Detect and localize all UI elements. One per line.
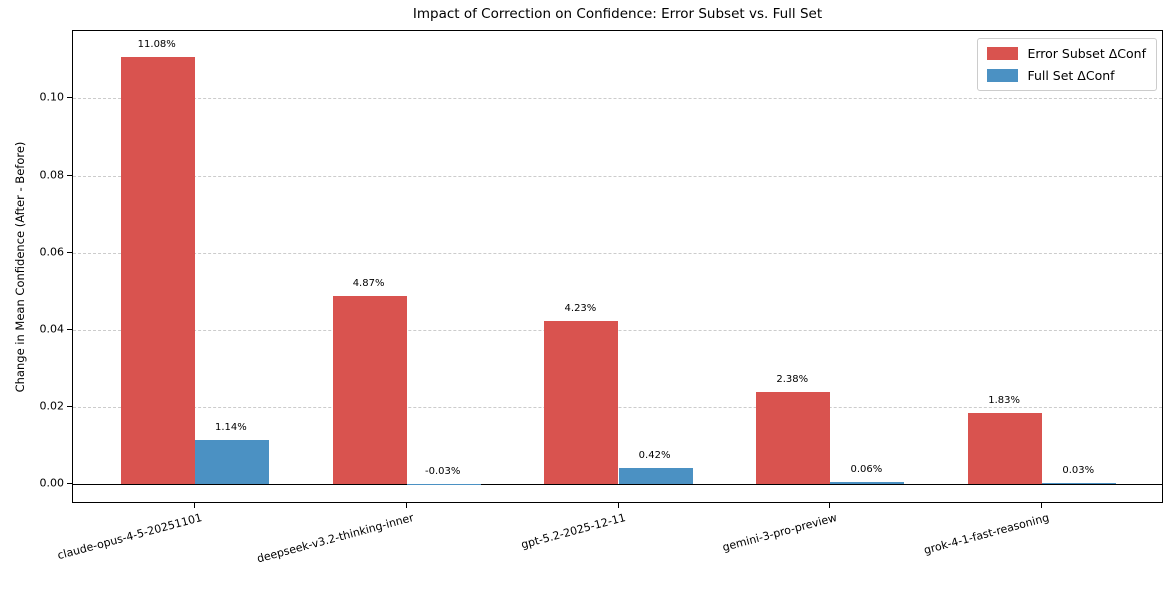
y-tick-mark	[67, 97, 72, 99]
legend: Error Subset ΔConf Full Set ΔConf	[977, 38, 1157, 91]
legend-swatch	[987, 47, 1019, 60]
y-tick-mark	[67, 328, 72, 330]
bar-value-label: 1.83%	[988, 395, 1020, 407]
y-tick-mark	[67, 174, 72, 176]
legend-label: Full Set ΔConf	[1027, 68, 1115, 83]
bar-value-label: 0.06%	[850, 463, 883, 475]
x-tick-label: deepseek-v3.2-thinking-inner	[255, 511, 416, 566]
error-subset-bar	[544, 320, 619, 484]
legend-swatch	[987, 69, 1019, 82]
full-set-bar	[618, 467, 693, 484]
full-set-bar	[1042, 482, 1117, 484]
bar-value-label: 11.08%	[137, 38, 176, 50]
full-set-bar	[406, 484, 481, 486]
x-tick-mark	[193, 503, 195, 508]
x-tick-label: claude-opus-4-5-20251101	[55, 511, 204, 563]
y-tick-label: 0.10	[39, 90, 65, 104]
x-tick-label: gemini-3-pro-preview	[721, 511, 839, 555]
legend-entry: Error Subset ΔConf	[987, 46, 1146, 61]
x-tick-label: gpt-5.2-2025-12-11	[519, 511, 627, 552]
bar-value-label: 0.03%	[1062, 464, 1095, 476]
gridline	[73, 252, 1162, 254]
y-tick-mark	[67, 405, 72, 407]
bar-value-label: 4.87%	[352, 278, 385, 290]
y-tick-label: 0.08	[39, 168, 65, 182]
bar-value-label: 2.38%	[776, 374, 809, 386]
y-tick-label: 0.00	[39, 476, 65, 490]
bar-value-label: 0.42%	[638, 449, 671, 461]
y-tick-label: 0.04	[39, 322, 65, 336]
full-set-bar	[830, 481, 905, 484]
zero-line	[73, 484, 1162, 485]
error-subset-bar	[332, 296, 407, 484]
y-tick-label: 0.02	[39, 399, 65, 413]
error-subset-bar	[756, 392, 831, 484]
y-tick-mark	[67, 251, 72, 253]
x-tick-mark	[1041, 503, 1043, 508]
error-subset-bar	[968, 413, 1043, 484]
x-tick-mark	[405, 503, 407, 508]
gridline	[73, 175, 1162, 177]
bar-value-label: 1.14%	[214, 422, 247, 434]
plot-area	[72, 30, 1163, 503]
gridline	[73, 98, 1162, 100]
legend-entry: Full Set ΔConf	[987, 68, 1146, 83]
legend-label: Error Subset ΔConf	[1027, 46, 1146, 61]
error-subset-bar	[120, 56, 195, 484]
x-tick-mark	[829, 503, 831, 508]
full-set-bar	[194, 440, 269, 484]
bar-value-label: -0.03%	[425, 466, 461, 477]
y-tick-label: 0.06	[39, 245, 65, 259]
x-tick-mark	[617, 503, 619, 508]
chart-title: Impact of Correction on Confidence: Erro…	[412, 6, 823, 22]
x-tick-label: grok-4-1-fast-reasoning	[922, 511, 1051, 557]
y-tick-mark	[67, 483, 72, 484]
bar-value-label: 4.23%	[564, 302, 597, 314]
